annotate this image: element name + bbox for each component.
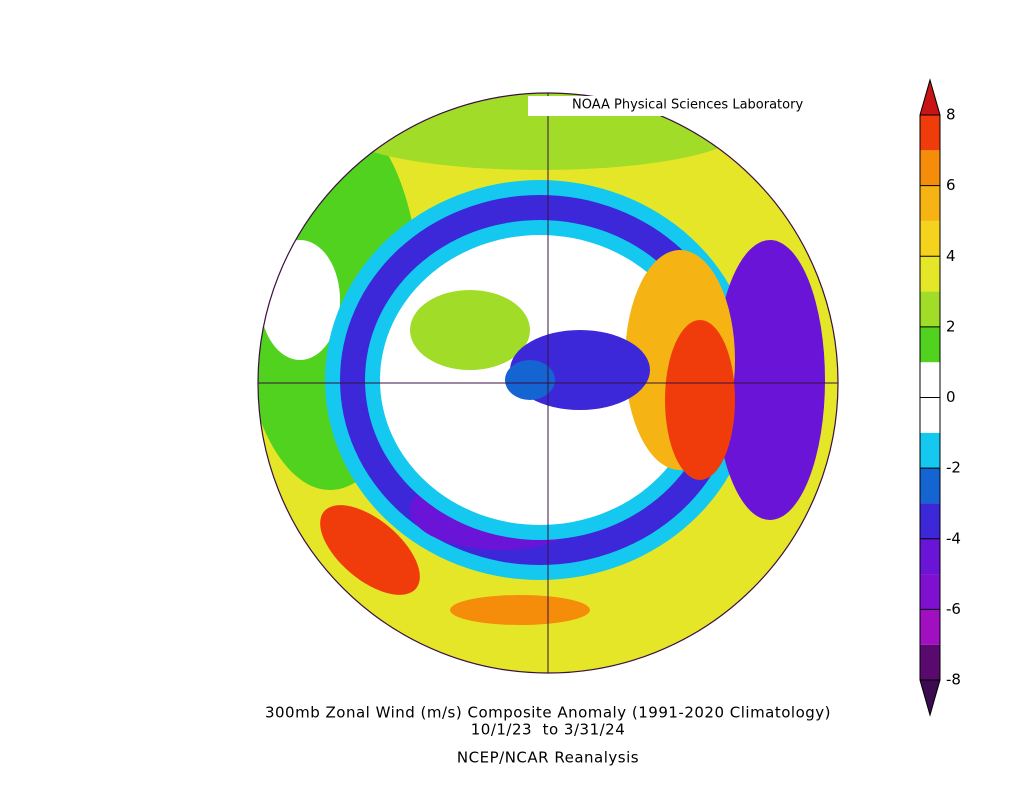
color-bin [920,220,940,257]
color-bin [920,362,940,398]
color-bin [920,115,940,151]
tick-label: 4 [946,247,956,265]
map-border [257,92,839,674]
over-triangle [920,80,940,115]
tick-label: -2 [946,459,961,477]
tick-label: 8 [946,106,956,124]
color-bin [920,397,940,433]
color-bin [920,291,940,327]
caption-source: NCEP/NCAR Reanalysis [457,749,639,767]
color-bin [920,503,940,539]
colorbar: -8 -6 -4 -2 0 2 4 6 8 [919,78,961,717]
tick-label: -8 [946,671,961,689]
color-bin [920,468,940,504]
color-bin [920,432,940,469]
color-bin [920,574,940,610]
tick-label: -4 [946,529,961,547]
color-bin [920,609,940,645]
tick-label: 0 [946,388,956,406]
lab-label: NOAA Physical Sciences Laboratory [572,98,803,113]
color-bin [920,256,940,292]
tick-label: -6 [946,600,961,618]
color-bin [920,644,940,680]
caption-title: 300mb Zonal Wind (m/s) Composite Anomaly… [265,704,831,722]
color-bin [920,150,940,186]
color-bin [920,185,940,221]
under-triangle [920,680,940,715]
tick-label: 2 [946,317,956,335]
label-box [528,96,828,116]
map [258,93,838,673]
tick-label: 6 [946,176,956,194]
color-bin [920,326,940,363]
color-bin [920,538,940,575]
caption-dates: 10/1/23 to 3/31/24 [471,721,626,739]
